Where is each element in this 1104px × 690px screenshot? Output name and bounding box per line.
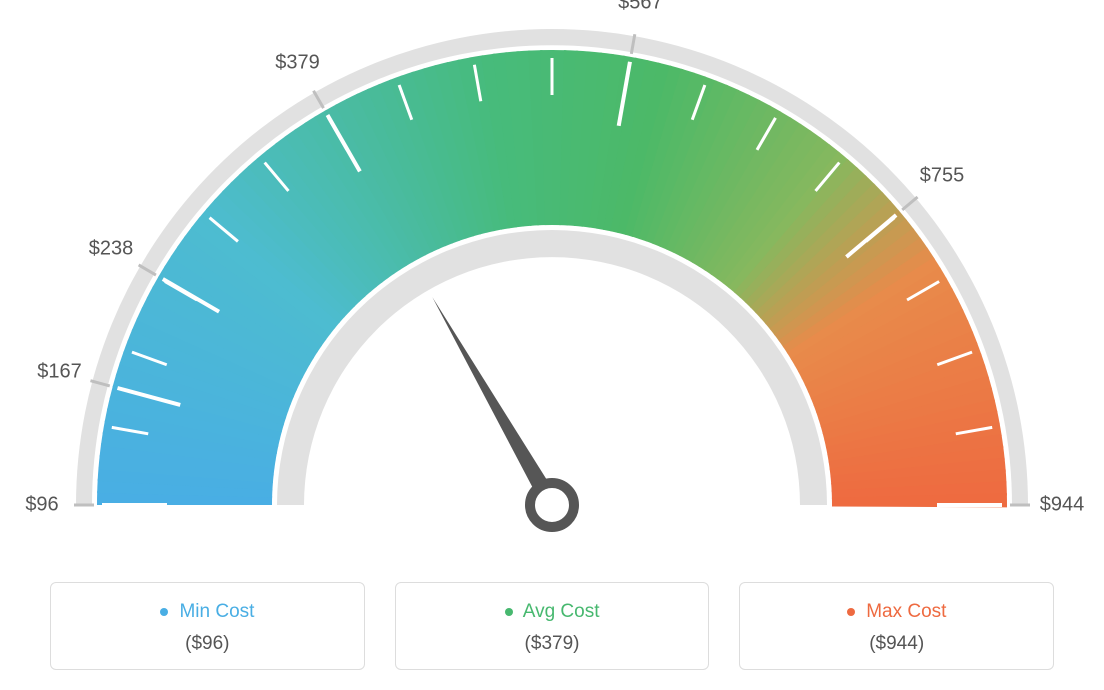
dot-icon xyxy=(847,608,855,616)
tick-label: $379 xyxy=(275,52,320,75)
legend-card-max: Max Cost ($944) xyxy=(739,582,1054,670)
legend-card-min: Min Cost ($96) xyxy=(50,582,365,670)
chart-container: $96 $167 $238 $379 $567 $755 $944 Min Cost ($9… xyxy=(0,0,1104,690)
gauge-area: $96 $167 $238 $379 $567 $755 $944 xyxy=(0,0,1104,560)
legend-value-min: ($96) xyxy=(61,633,354,655)
legend-card-avg: Avg Cost ($379) xyxy=(395,582,710,670)
legend-value-avg: ($379) xyxy=(406,633,699,655)
dot-icon xyxy=(505,608,513,616)
legend-label: Avg Cost xyxy=(523,601,600,622)
tick-label: $944 xyxy=(1040,494,1085,517)
legend-row: Min Cost ($96) Avg Cost ($379) Max Cost … xyxy=(0,582,1104,670)
gauge-svg xyxy=(0,0,1104,560)
tick-label: $238 xyxy=(89,237,134,260)
dot-icon xyxy=(160,608,168,616)
tick-label: $167 xyxy=(37,361,82,384)
tick-label: $755 xyxy=(920,165,965,188)
legend-title-min: Min Cost xyxy=(61,601,354,623)
legend-value-max: ($944) xyxy=(750,633,1043,655)
legend-title-max: Max Cost xyxy=(750,601,1043,623)
tick-label: $567 xyxy=(618,0,663,14)
legend-label: Max Cost xyxy=(866,601,946,622)
legend-title-avg: Avg Cost xyxy=(406,601,699,623)
tick-label: $96 xyxy=(25,494,58,517)
legend-label: Min Cost xyxy=(179,601,254,622)
